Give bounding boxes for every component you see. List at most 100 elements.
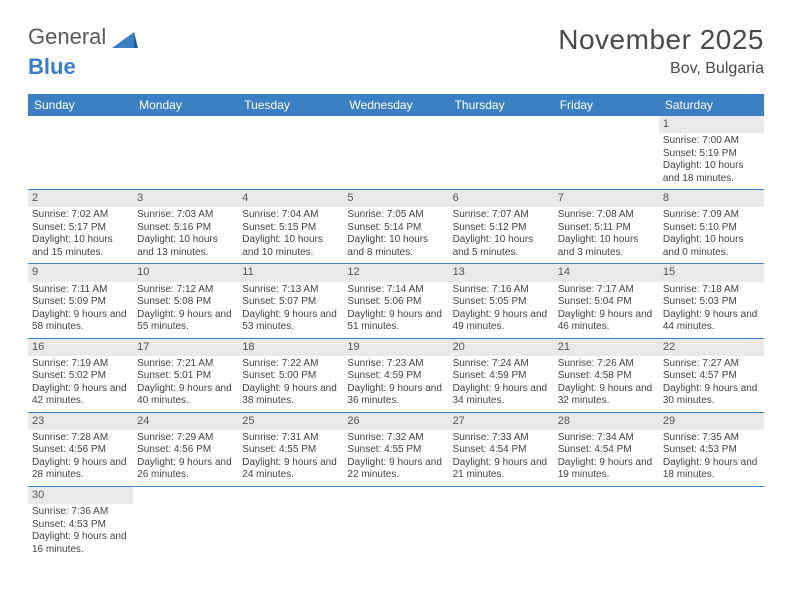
sunrise-line: Sunrise: 7:19 AM	[32, 358, 129, 371]
calendar-cell	[133, 116, 238, 190]
day-number: 28	[554, 413, 659, 430]
calendar-cell	[659, 486, 764, 560]
day-number: 6	[449, 190, 554, 207]
sunrise-line: Sunrise: 7:33 AM	[453, 432, 550, 445]
logo: General	[28, 24, 142, 50]
daylight-line: Daylight: 10 hours and 8 minutes.	[347, 234, 444, 259]
logo-text-2: Blue	[28, 54, 76, 80]
daylight-line: Daylight: 9 hours and 26 minutes.	[137, 457, 234, 482]
day-details: Sunrise: 7:24 AMSunset: 4:59 PMDaylight:…	[449, 356, 554, 412]
day-number: 29	[659, 413, 764, 430]
sunrise-line: Sunrise: 7:07 AM	[453, 209, 550, 222]
calendar-cell: 21Sunrise: 7:26 AMSunset: 4:58 PMDayligh…	[554, 338, 659, 412]
sunrise-line: Sunrise: 7:29 AM	[137, 432, 234, 445]
sunset-line: Sunset: 5:16 PM	[137, 222, 234, 235]
calendar-cell: 28Sunrise: 7:34 AMSunset: 4:54 PMDayligh…	[554, 412, 659, 486]
daylight-line: Daylight: 10 hours and 15 minutes.	[32, 234, 129, 259]
calendar-cell	[343, 486, 448, 560]
sunrise-line: Sunrise: 7:32 AM	[347, 432, 444, 445]
day-details: Sunrise: 7:22 AMSunset: 5:00 PMDaylight:…	[238, 356, 343, 412]
sunrise-line: Sunrise: 7:35 AM	[663, 432, 760, 445]
calendar-cell: 16Sunrise: 7:19 AMSunset: 5:02 PMDayligh…	[28, 338, 133, 412]
calendar-cell: 8Sunrise: 7:09 AMSunset: 5:10 PMDaylight…	[659, 190, 764, 264]
daylight-line: Daylight: 9 hours and 38 minutes.	[242, 383, 339, 408]
day-details: Sunrise: 7:34 AMSunset: 4:54 PMDaylight:…	[554, 430, 659, 486]
calendar-week-row: 16Sunrise: 7:19 AMSunset: 5:02 PMDayligh…	[28, 338, 764, 412]
sunset-line: Sunset: 5:14 PM	[347, 222, 444, 235]
day-number: 12	[343, 264, 448, 281]
calendar-cell: 26Sunrise: 7:32 AMSunset: 4:55 PMDayligh…	[343, 412, 448, 486]
calendar-cell: 4Sunrise: 7:04 AMSunset: 5:15 PMDaylight…	[238, 190, 343, 264]
calendar-cell: 9Sunrise: 7:11 AMSunset: 5:09 PMDaylight…	[28, 264, 133, 338]
day-header: Wednesday	[343, 94, 448, 116]
sunset-line: Sunset: 5:17 PM	[32, 222, 129, 235]
daylight-line: Daylight: 9 hours and 16 minutes.	[32, 531, 129, 556]
sunset-line: Sunset: 5:11 PM	[558, 222, 655, 235]
calendar-cell: 5Sunrise: 7:05 AMSunset: 5:14 PMDaylight…	[343, 190, 448, 264]
calendar-cell	[133, 486, 238, 560]
sunset-line: Sunset: 5:07 PM	[242, 296, 339, 309]
sunset-line: Sunset: 4:59 PM	[453, 370, 550, 383]
logo-sail-icon	[112, 28, 138, 46]
calendar-cell	[554, 486, 659, 560]
day-number: 17	[133, 339, 238, 356]
calendar-head: SundayMondayTuesdayWednesdayThursdayFrid…	[28, 94, 764, 116]
sunrise-line: Sunrise: 7:16 AM	[453, 284, 550, 297]
sunrise-line: Sunrise: 7:09 AM	[663, 209, 760, 222]
daylight-line: Daylight: 9 hours and 42 minutes.	[32, 383, 129, 408]
daylight-line: Daylight: 9 hours and 49 minutes.	[453, 309, 550, 334]
calendar-cell: 6Sunrise: 7:07 AMSunset: 5:12 PMDaylight…	[449, 190, 554, 264]
sunset-line: Sunset: 4:54 PM	[453, 444, 550, 457]
sunset-line: Sunset: 5:10 PM	[663, 222, 760, 235]
day-number: 3	[133, 190, 238, 207]
calendar-cell: 17Sunrise: 7:21 AMSunset: 5:01 PMDayligh…	[133, 338, 238, 412]
daylight-line: Daylight: 9 hours and 46 minutes.	[558, 309, 655, 334]
daylight-line: Daylight: 9 hours and 44 minutes.	[663, 309, 760, 334]
day-details: Sunrise: 7:19 AMSunset: 5:02 PMDaylight:…	[28, 356, 133, 412]
daylight-line: Daylight: 9 hours and 30 minutes.	[663, 383, 760, 408]
day-header: Saturday	[659, 94, 764, 116]
calendar-cell	[343, 116, 448, 190]
daylight-line: Daylight: 9 hours and 32 minutes.	[558, 383, 655, 408]
day-details: Sunrise: 7:14 AMSunset: 5:06 PMDaylight:…	[343, 282, 448, 338]
daylight-line: Daylight: 9 hours and 58 minutes.	[32, 309, 129, 334]
day-header: Friday	[554, 94, 659, 116]
calendar-week-row: 9Sunrise: 7:11 AMSunset: 5:09 PMDaylight…	[28, 264, 764, 338]
calendar-week-row: 2Sunrise: 7:02 AMSunset: 5:17 PMDaylight…	[28, 190, 764, 264]
calendar-cell: 20Sunrise: 7:24 AMSunset: 4:59 PMDayligh…	[449, 338, 554, 412]
daylight-line: Daylight: 9 hours and 40 minutes.	[137, 383, 234, 408]
day-details: Sunrise: 7:32 AMSunset: 4:55 PMDaylight:…	[343, 430, 448, 486]
calendar-week-row: 23Sunrise: 7:28 AMSunset: 4:56 PMDayligh…	[28, 412, 764, 486]
day-header: Sunday	[28, 94, 133, 116]
sunset-line: Sunset: 4:53 PM	[32, 519, 129, 532]
daylight-line: Daylight: 9 hours and 18 minutes.	[663, 457, 760, 482]
daylight-line: Daylight: 9 hours and 28 minutes.	[32, 457, 129, 482]
sunrise-line: Sunrise: 7:27 AM	[663, 358, 760, 371]
sunset-line: Sunset: 4:54 PM	[558, 444, 655, 457]
day-details: Sunrise: 7:21 AMSunset: 5:01 PMDaylight:…	[133, 356, 238, 412]
sunrise-line: Sunrise: 7:31 AM	[242, 432, 339, 445]
day-number: 5	[343, 190, 448, 207]
calendar-cell	[449, 116, 554, 190]
sunrise-line: Sunrise: 7:28 AM	[32, 432, 129, 445]
daylight-line: Daylight: 9 hours and 55 minutes.	[137, 309, 234, 334]
sunset-line: Sunset: 5:02 PM	[32, 370, 129, 383]
sunrise-line: Sunrise: 7:13 AM	[242, 284, 339, 297]
day-details: Sunrise: 7:00 AMSunset: 5:19 PMDaylight:…	[659, 133, 764, 189]
sunrise-line: Sunrise: 7:03 AM	[137, 209, 234, 222]
day-number: 25	[238, 413, 343, 430]
calendar-table: SundayMondayTuesdayWednesdayThursdayFrid…	[28, 94, 764, 560]
sunrise-line: Sunrise: 7:22 AM	[242, 358, 339, 371]
day-number: 15	[659, 264, 764, 281]
daylight-line: Daylight: 9 hours and 21 minutes.	[453, 457, 550, 482]
day-details: Sunrise: 7:11 AMSunset: 5:09 PMDaylight:…	[28, 282, 133, 338]
title-block: November 2025 Bov, Bulgaria	[558, 24, 764, 78]
calendar-cell: 15Sunrise: 7:18 AMSunset: 5:03 PMDayligh…	[659, 264, 764, 338]
calendar-cell: 2Sunrise: 7:02 AMSunset: 5:17 PMDaylight…	[28, 190, 133, 264]
calendar-cell: 29Sunrise: 7:35 AMSunset: 4:53 PMDayligh…	[659, 412, 764, 486]
sunset-line: Sunset: 5:08 PM	[137, 296, 234, 309]
daylight-line: Daylight: 10 hours and 5 minutes.	[453, 234, 550, 259]
calendar-body: 1Sunrise: 7:00 AMSunset: 5:19 PMDaylight…	[28, 116, 764, 560]
daylight-line: Daylight: 9 hours and 24 minutes.	[242, 457, 339, 482]
day-number: 2	[28, 190, 133, 207]
